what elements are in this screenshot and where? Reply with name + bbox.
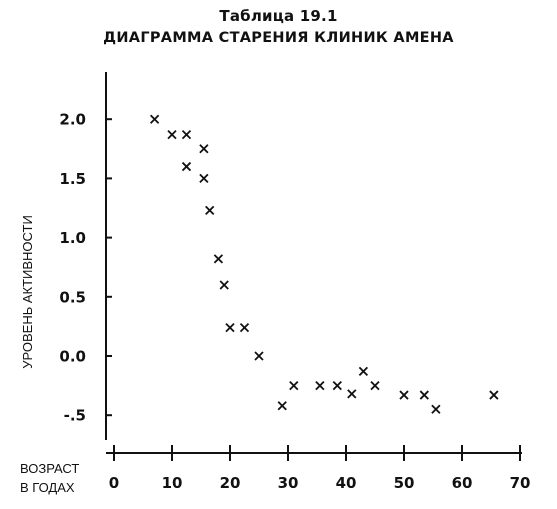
data-point: [289, 380, 299, 391]
data-point: [431, 404, 441, 414]
data-point: [213, 254, 224, 264]
y-tick-label: 2.0: [59, 111, 86, 129]
x-tick-label: 0: [109, 474, 119, 492]
data-point: [254, 351, 264, 361]
data-point: [239, 322, 250, 333]
x-axis: 0 10 20 30 40 50 60 70: [106, 445, 530, 492]
y-axis: 2.0 1.5 1.0 0.5 0.0 -.5: [59, 72, 112, 440]
x-axis-title-line1: ВОЗРАСТ: [20, 461, 79, 476]
data-point: [399, 390, 409, 400]
data-point: [205, 205, 215, 216]
data-point: [167, 129, 177, 140]
x-tick-label: 60: [452, 474, 473, 492]
chart-title: Таблица 19.1: [219, 7, 338, 25]
data-point: [181, 129, 192, 140]
data-point: [225, 322, 235, 333]
y-axis-title: УРОВЕНЬ АКТИВНОСТИ: [20, 215, 35, 369]
y-tick-label: 0.0: [59, 348, 86, 366]
y-tick-label: 0.5: [59, 288, 86, 306]
data-point: [332, 380, 342, 391]
data-point: [315, 380, 325, 391]
x-tick-label: 70: [510, 474, 531, 492]
chart-header: Таблица 19.1 ДИАГРАММА СТАРЕНИЯ КЛИНИК А…: [0, 6, 557, 49]
y-tick-label: 1.5: [59, 170, 86, 188]
y-tick-label: -.5: [64, 407, 86, 425]
data-point: [358, 366, 369, 377]
data-point: [489, 390, 499, 400]
y-tick-label: 1.0: [59, 229, 86, 247]
data-point: [277, 401, 287, 411]
data-point: [370, 380, 380, 391]
data-point: [419, 390, 429, 400]
data-point: [199, 144, 209, 154]
data-point: [149, 114, 160, 124]
y-ticks: 2.0 1.5 1.0 0.5 0.0 -.5: [59, 111, 112, 425]
x-ticks: 0 10 20 30 40 50 60 70: [109, 445, 531, 492]
data-point: [199, 173, 209, 184]
x-tick-label: 20: [220, 474, 241, 492]
data-point: [219, 280, 229, 290]
data-point: [347, 389, 357, 399]
x-tick-label: 30: [278, 474, 299, 492]
x-axis-title-line2: В ГОДАХ: [20, 480, 75, 495]
x-tick-label: 50: [394, 474, 415, 492]
data-points: [149, 114, 499, 414]
x-tick-label: 40: [336, 474, 357, 492]
data-point: [181, 161, 192, 172]
chart-subtitle: ДИАГРАММА СТАРЕНИЯ КЛИНИК АМЕНА: [103, 30, 454, 46]
x-tick-label: 10: [162, 474, 183, 492]
